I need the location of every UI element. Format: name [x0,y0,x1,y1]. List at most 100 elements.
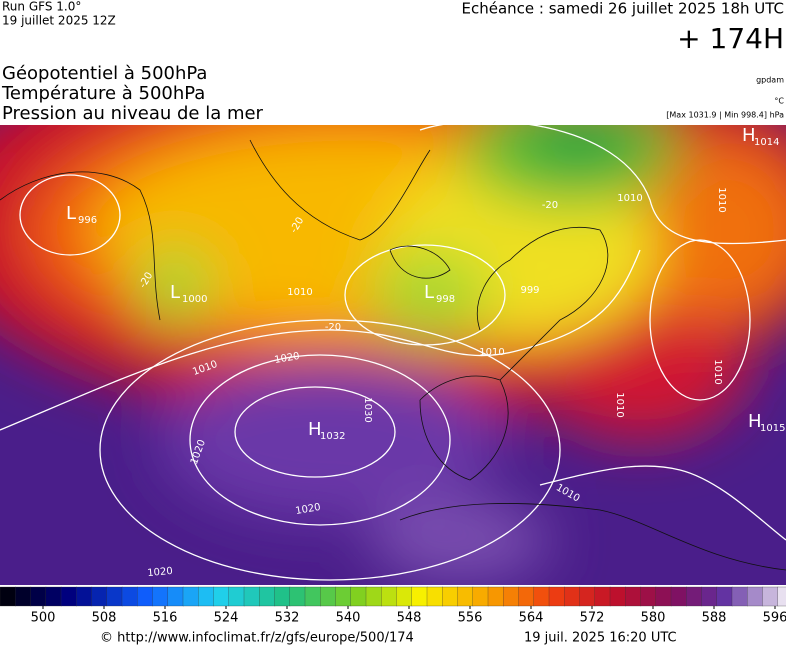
colorbar-tick-label: 524 [214,611,239,626]
colorbar-swatch [60,586,77,607]
colorbar-swatch [533,586,550,607]
colorbar-swatch [655,586,672,607]
contour-label: 1010 [712,359,723,384]
colorbar-tick-label: 556 [458,611,483,626]
colorbar-swatch [564,586,581,607]
colorbar-swatch [426,586,443,607]
contour-label: 1010 [287,287,312,298]
colorbar-swatch [457,586,474,607]
colorbar-swatch [243,586,260,607]
center-letter: L [170,282,180,303]
colorbar-swatch [747,586,764,607]
colorbar-tick-label: 580 [641,611,666,626]
colorbar-swatch [472,586,489,607]
colorbar-tick-label: 540 [336,611,361,626]
title-geopotential: Géopotentiel à 500hPa [2,63,207,84]
colorbar-swatch [304,586,321,607]
echeance: Echéance : samedi 26 juillet 2025 18h UT… [462,0,784,18]
center-value: 1015 [760,423,785,434]
colorbar-swatch [30,586,47,607]
colorbar-swatch [152,586,169,607]
run-date: 19 juillet 2025 12Z [2,14,116,28]
contour-label: 1010 [617,193,642,204]
colorbar-swatch [411,586,428,607]
title-pressure: Pression au niveau de la mer [2,103,264,124]
center-value: 1014 [754,137,779,148]
coastlines [0,139,786,571]
colorbar-swatch [335,586,352,607]
colorbar-swatch [0,586,16,607]
footer-generated: 19 juil. 2025 16:20 UTC [524,631,677,646]
colorbar-swatch [579,586,596,607]
contour-label: 1010 [614,392,625,417]
colorbar-swatch [487,586,504,607]
colorbar-tick-label: 500 [31,611,56,626]
colorbar-tick-label: 532 [275,611,300,626]
contour-label: 1010 [479,347,504,358]
contour-label: -20 [325,322,341,333]
contour-label: 1030 [362,397,373,422]
contour-label: 1020 [274,351,301,366]
colorbar-swatch [45,586,62,607]
colorbar-swatch [731,586,748,607]
footer-url: © http://www.infoclimat.fr/z/gfs/europe/… [100,631,414,646]
colorbar-tick-label: 548 [397,611,422,626]
colorbar-swatch [548,586,565,607]
center-letter: H [748,411,762,432]
contour-label: 1020 [147,566,173,579]
center-value: 996 [78,215,97,226]
title-temperature: Température à 500hPa [1,83,205,104]
isobars [0,125,786,581]
lead-time: + 174H [677,22,784,55]
colorbar-swatch [442,586,459,607]
colorbar-swatch [91,586,108,607]
colorbar-swatch [670,586,687,607]
colorbar-swatch [686,586,703,607]
colorbar-swatch [762,586,779,607]
colorbar-tick-label: 588 [702,611,727,626]
colorbar-swatch [137,586,154,607]
center-letter: L [424,282,434,303]
colorbar-swatch [777,586,786,607]
colorbar-tick-label: 508 [92,611,117,626]
center-letter: H [308,419,322,440]
map-field [0,125,786,585]
colorbar-tick-label: 516 [153,611,178,626]
colorbar-swatch [625,586,642,607]
colorbar-swatch [594,586,611,607]
colorbar-swatch [365,586,382,607]
colorbar-swatch [274,586,291,607]
colorbar-tick-label: 564 [519,611,544,626]
contour-label: 1010 [716,187,727,212]
colorbar-swatch [518,586,535,607]
colorbar-swatch [289,586,306,607]
run-label: Run GFS 1.0° [2,0,81,14]
colorbar-swatch [213,586,230,607]
colorbar-swatch [15,586,32,607]
colorbar-swatch [396,586,413,607]
center-letter: H [742,125,756,146]
colorbar-swatch [716,586,733,607]
colorbar-swatch [106,586,123,607]
colorbar-swatch [198,586,215,607]
colorbar-swatch [701,586,718,607]
center-value: 998 [436,294,455,305]
contour-label: -20 [542,200,558,211]
colorbar-tick-label: 596 [763,611,786,626]
colorbar-swatch [228,586,245,607]
colorbar-swatch [167,586,184,607]
unit-temp: °C [774,97,784,106]
colorbar-swatch [182,586,199,607]
colorbar-swatch [350,586,367,607]
colorbar-swatch [121,586,138,607]
pressure-range: [Max 1031.9 | Min 998.4] hPa [666,111,784,120]
colorbar-swatch [320,586,337,607]
colorbar-swatch [503,586,520,607]
colorbar-swatch [609,586,626,607]
colorbar-swatch [381,586,398,607]
center-value: 1000 [182,294,207,305]
colorbar-swatch [640,586,657,607]
field-blobs [0,125,786,580]
contour-label: 1020 [295,502,322,517]
